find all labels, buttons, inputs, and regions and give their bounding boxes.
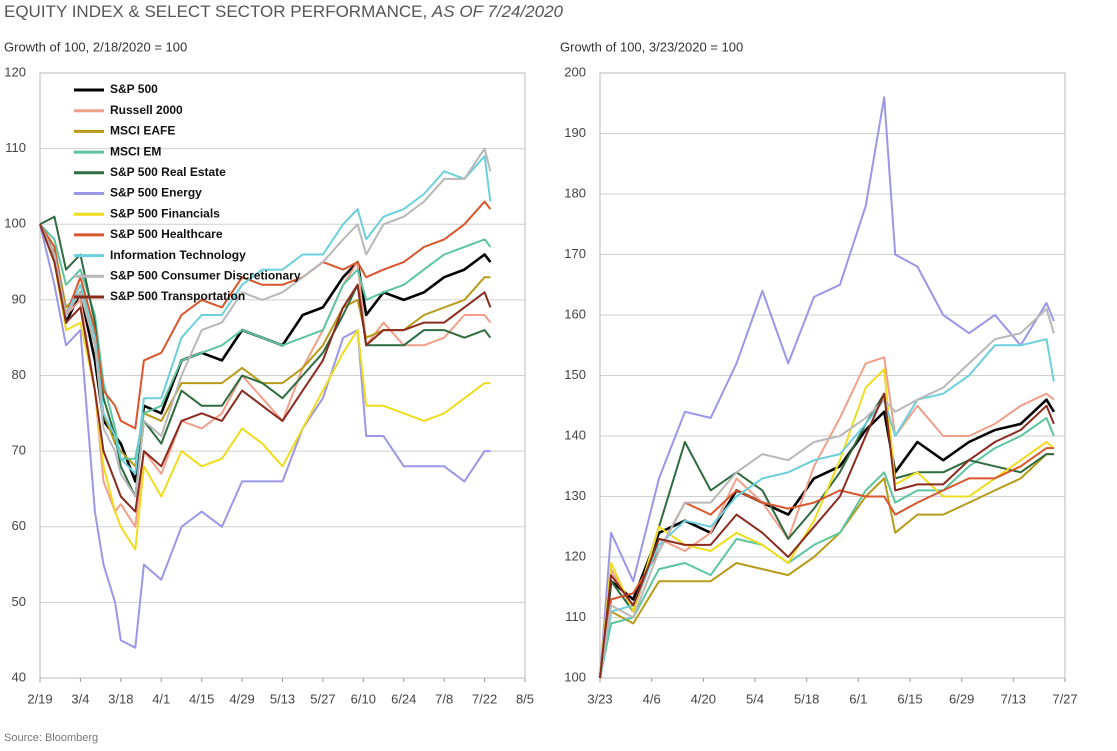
x-tick-label: 5/13 [270,691,295,706]
y-tick-label: 120 [4,64,26,79]
x-tick-label: 4/29 [229,691,254,706]
series-line [39,224,491,649]
x-tick-label: 6/15 [897,691,922,706]
series-line [599,307,1055,679]
legend-label: Information Technology [110,248,246,262]
x-tick-label: 4/20 [691,691,716,706]
legend-label: S&P 500 [110,82,158,96]
x-tick-label: 6/24 [391,691,416,706]
series-line [599,447,1054,679]
series-line [39,223,492,460]
legend-label: S&P 500 Consumer Discretionary [110,268,301,282]
x-tick-label: 5/4 [746,691,764,706]
legend-label: S&P 500 Financials [110,206,220,220]
y-tick-label: 180 [564,185,586,200]
x-tick-label: 4/6 [643,691,661,706]
y-tick-label: 40 [12,669,26,684]
y-tick-label: 170 [564,246,586,261]
x-tick-label: 4/1 [152,691,170,706]
legend-label: MSCI EAFE [110,124,175,138]
x-tick-label: 6/29 [949,691,974,706]
y-tick-label: 110 [565,609,586,624]
page-title: EQUITY INDEX & SELECT SECTOR PERFORMANCE… [4,2,564,21]
title-main: EQUITY INDEX & SELECT SECTOR PERFORMANCE… [4,2,432,21]
chart-subtitle: Growth of 100, 2/18/2020 = 100 [4,39,187,54]
x-tick-label: 5/27 [310,691,335,706]
legend-label: S&P 500 Real Estate [110,165,226,179]
series-line [39,147,492,498]
y-tick-label: 140 [564,427,586,442]
x-tick-label: 5/18 [794,691,819,706]
y-tick-label: 160 [564,306,586,321]
x-tick-label: 4/15 [189,691,214,706]
series-line [599,368,1055,679]
x-tick-label: 6/1 [849,691,867,706]
series-line [39,223,492,513]
y-tick-label: 100 [4,216,26,231]
y-tick-label: 50 [12,594,26,609]
series-line [39,200,492,430]
x-tick-label: 3/23 [587,691,612,706]
legend-label: S&P 500 Transportation [110,289,245,303]
y-tick-label: 200 [564,64,586,79]
legend-label: S&P 500 Energy [110,186,202,200]
y-tick-label: 150 [564,367,586,382]
series-line [598,398,1056,679]
title-note: AS OF 7/24/2020 [431,2,564,21]
x-tick-label: 3/18 [108,691,133,706]
series-line [39,155,492,475]
y-tick-label: 190 [564,125,586,140]
series-line [599,416,1055,679]
series-line [599,392,1054,679]
x-tick-label: 3/4 [71,691,89,706]
x-tick-label: 7/13 [1001,691,1026,706]
y-tick-label: 60 [12,518,26,533]
x-tick-label: 8/5 [516,691,534,706]
legend-label: MSCI EM [110,144,161,158]
series-line [38,223,492,483]
y-tick-label: 100 [564,669,586,684]
y-tick-label: 110 [5,140,26,155]
series-line [599,96,1055,679]
series-line [599,356,1055,679]
y-tick-label: 90 [12,291,26,306]
x-tick-label: 7/27 [1052,691,1077,706]
series-line [39,215,492,498]
legend-label: S&P 500 Healthcare [110,227,223,241]
series-line [39,223,491,551]
series-line [599,392,1055,679]
y-tick-label: 70 [12,443,26,458]
chart-subtitle: Growth of 100, 3/23/2020 = 100 [560,39,743,54]
series-line [599,338,1055,679]
y-tick-label: 80 [12,367,26,382]
y-tick-label: 130 [564,488,586,503]
x-tick-label: 6/10 [351,691,376,706]
plot-frame [599,72,1066,679]
y-tick-label: 120 [564,548,586,563]
x-tick-label: 2/19 [27,691,52,706]
x-tick-label: 7/8 [435,691,453,706]
x-tick-label: 7/22 [472,691,497,706]
legend-label: Russell 2000 [110,103,183,117]
source: Source: Bloomberg [4,732,98,744]
